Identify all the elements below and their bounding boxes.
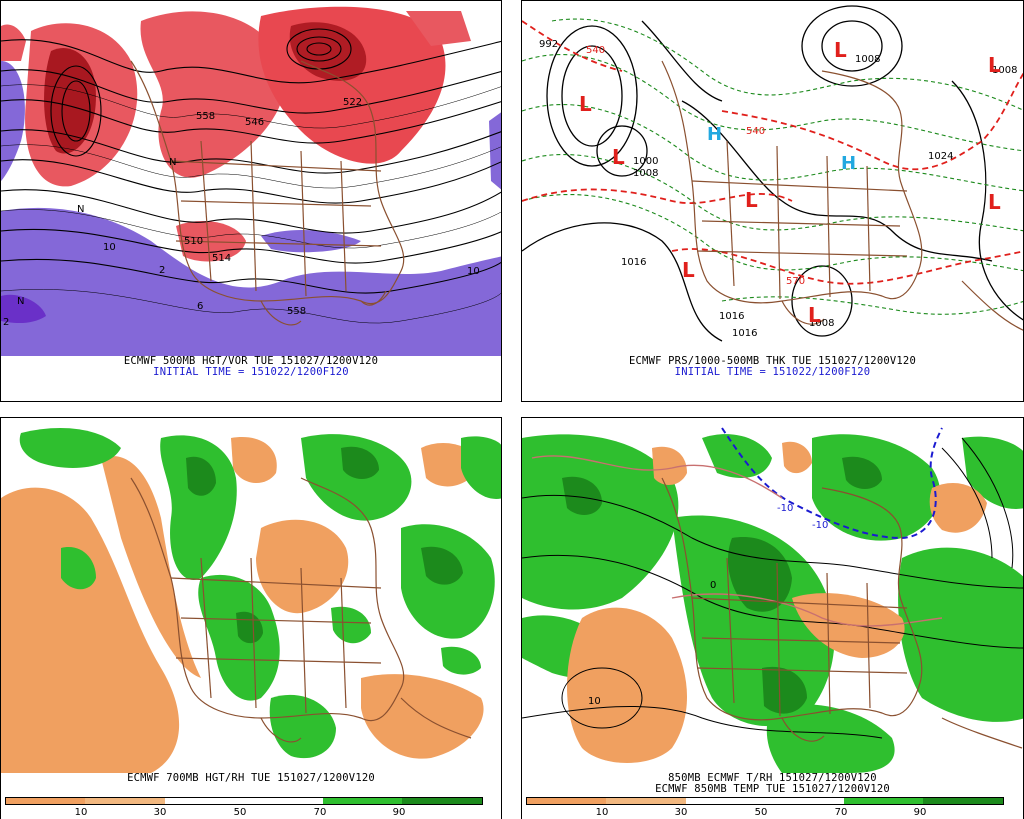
contour-label: 10 [467, 266, 480, 277]
isobar-label: 1008 [855, 54, 880, 65]
scale-tick: 90 [392, 807, 406, 818]
panel-850mb-t-rh: -10 -10 0 10 850MB ECMWF T/RH 151027/120… [521, 417, 1024, 819]
rh-color-scale [5, 797, 483, 805]
temp-label: 0 [710, 580, 716, 591]
temp-label: -10 [777, 503, 793, 514]
isobar-label: 1008 [809, 318, 834, 329]
thickness-label: 540 [746, 126, 765, 137]
caption-line-2: ECMWF 850MB TEMP TUE 151027/1200V120 [655, 783, 890, 795]
panel-prs-thickness: 992 1000 1008 1016 1016 1016 1008 1008 1… [521, 0, 1024, 402]
contour-label: 522 [343, 97, 362, 108]
temp-label: -10 [812, 520, 828, 531]
contour-label: N [77, 204, 84, 215]
isobar-label: 1016 [621, 257, 646, 268]
contour-label: N [169, 157, 176, 168]
caption-line-1: 850MB ECMWF T/RH 151027/1200V120 [668, 772, 877, 784]
caption-line-1: ECMWF PRS/1000-500MB THK TUE 151027/1200… [629, 355, 916, 367]
isobar-label: 1016 [719, 311, 744, 322]
temp-label: 10 [588, 696, 601, 707]
scale-tick: 30 [153, 807, 167, 818]
contour-label: 558 [287, 306, 306, 317]
contour-label: 514 [212, 253, 231, 264]
contour-label: 6 [197, 301, 203, 312]
low-pressure-marker: L [808, 303, 821, 327]
contour-label: N [17, 296, 24, 307]
caption-line-2: INITIAL TIME = 151022/1200F120 [674, 366, 871, 378]
high-pressure-marker: H [841, 153, 856, 174]
map-prs-thk: 992 1000 1008 1016 1016 1016 1008 1008 1… [522, 1, 1023, 356]
map-850mb: -10 -10 0 10 [522, 418, 1023, 773]
map-500mb: 558 546 522 510 514 558 10 10 2 6 N N N … [1, 1, 501, 356]
scale-tick: 10 [74, 807, 88, 818]
map-700mb [1, 418, 501, 773]
low-pressure-marker: L [988, 190, 1001, 214]
isobar-label: 1016 [732, 328, 757, 339]
contour-label: 10 [103, 242, 116, 253]
scale-tick: 90 [913, 807, 927, 818]
scale-tick: 70 [834, 807, 848, 818]
isobar-label: 992 [539, 39, 558, 50]
caption-line-1: ECMWF 500MB HGT/VOR TUE 151027/1200V120 [123, 355, 379, 367]
rh-color-scale [526, 797, 1004, 805]
isobar-label: 1008 [992, 65, 1017, 76]
scale-tick: 70 [313, 807, 327, 818]
thickness-label: 570 [786, 276, 805, 287]
contour-label: 510 [184, 236, 203, 247]
scale-tick: 50 [754, 807, 768, 818]
low-pressure-marker: L [745, 188, 758, 212]
low-pressure-marker: L [834, 38, 847, 62]
isobar-label: 1024 [928, 151, 953, 162]
isobar-label: 1000 [633, 156, 658, 167]
panel-500mb-hgt-vor: 558 546 522 510 514 558 10 10 2 6 N N N … [0, 0, 502, 402]
contour-label: 558 [196, 111, 215, 122]
caption-line-1: ECMWF 700MB HGT/RH TUE 151027/1200V120 [127, 772, 375, 784]
low-pressure-marker: L [682, 258, 695, 282]
scale-tick: 10 [595, 807, 609, 818]
scale-tick: 50 [233, 807, 247, 818]
low-pressure-marker: L [579, 92, 592, 116]
low-pressure-marker: L [988, 53, 1001, 77]
contour-label: 546 [245, 117, 264, 128]
high-pressure-marker: H [707, 124, 722, 145]
contour-label: 2 [3, 317, 9, 328]
panel-700mb-hgt-rh: ECMWF 700MB HGT/RH TUE 151027/1200V120 1… [0, 417, 502, 819]
isobar-label: 1008 [633, 168, 658, 179]
scale-tick: 30 [674, 807, 688, 818]
low-pressure-marker: L [612, 145, 625, 169]
contour-label: 2 [159, 265, 165, 276]
thickness-label: 540 [586, 45, 605, 56]
caption-line-2: INITIAL TIME = 151022/1200F120 [153, 366, 349, 378]
